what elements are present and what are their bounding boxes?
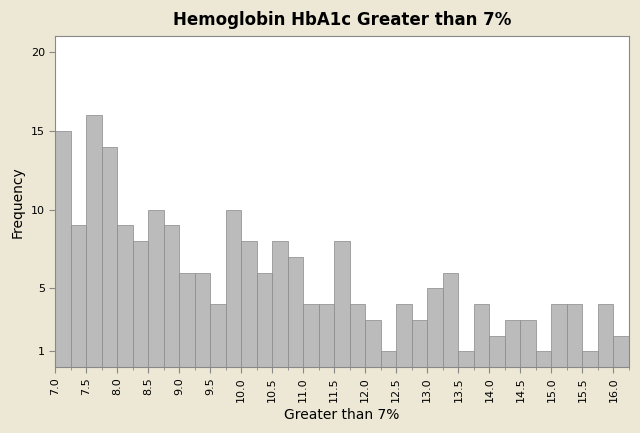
Bar <box>164 225 179 367</box>
Bar <box>428 288 443 367</box>
Y-axis label: Frequency: Frequency <box>11 166 25 238</box>
Bar <box>303 304 319 367</box>
Bar <box>257 273 272 367</box>
Bar <box>629 336 640 367</box>
Bar <box>567 304 582 367</box>
Bar <box>55 131 70 367</box>
Bar <box>70 225 86 367</box>
Bar <box>179 273 195 367</box>
Bar <box>334 241 350 367</box>
Bar <box>598 304 613 367</box>
Bar <box>536 352 552 367</box>
Bar <box>474 304 490 367</box>
Bar <box>443 273 458 367</box>
Bar <box>582 352 598 367</box>
Bar <box>211 304 226 367</box>
Bar <box>102 146 117 367</box>
Bar <box>490 336 505 367</box>
Bar <box>458 352 474 367</box>
Bar <box>86 115 102 367</box>
Bar <box>319 304 334 367</box>
Title: Hemoglobin HbA1c Greater than 7%: Hemoglobin HbA1c Greater than 7% <box>173 11 511 29</box>
Bar <box>396 304 412 367</box>
Bar <box>148 210 164 367</box>
Bar <box>241 241 257 367</box>
Bar <box>288 257 303 367</box>
Bar <box>350 304 365 367</box>
Bar <box>272 241 288 367</box>
Bar <box>505 320 520 367</box>
Bar <box>365 320 381 367</box>
Bar <box>552 304 567 367</box>
Bar <box>226 210 241 367</box>
X-axis label: Greater than 7%: Greater than 7% <box>284 408 400 422</box>
Bar <box>117 225 132 367</box>
Bar <box>412 320 428 367</box>
Bar <box>132 241 148 367</box>
Bar <box>381 352 396 367</box>
Bar <box>520 320 536 367</box>
Bar <box>195 273 211 367</box>
Bar <box>613 336 629 367</box>
